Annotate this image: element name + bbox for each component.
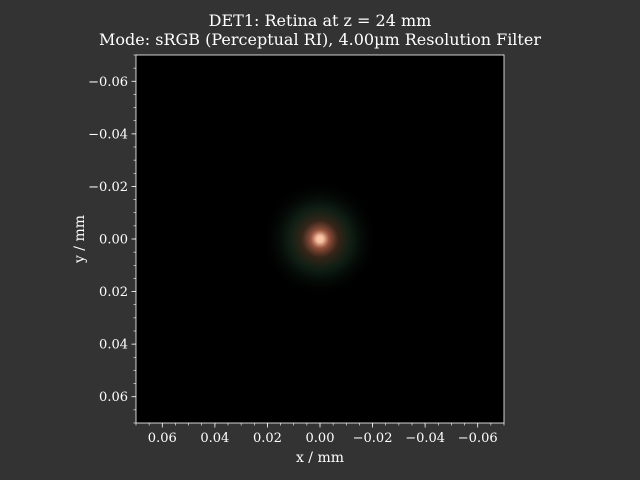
x-tick-label: 0.06 [148,431,177,446]
y-tick-label: 0.02 [99,285,128,300]
chart-title: DET1: Retina at z = 24 mm [209,11,432,30]
y-axis-tick-labels: −0.06 −0.04 −0.02 0.00 0.02 0.04 0.06 [88,75,128,405]
y-tick-label: −0.06 [88,75,128,90]
x-tick-label: 0.00 [306,431,335,446]
x-axis-label: x / mm [296,450,344,466]
x-tick-label: −0.06 [458,431,498,446]
y-axis-ticks [131,54,136,424]
y-tick-label: −0.04 [88,127,128,142]
y-tick-label: 0.00 [99,233,128,248]
x-tick-label: 0.02 [253,431,282,446]
chart-subtitle: Mode: sRGB (Perceptual RI), 4.00µm Resol… [99,30,541,49]
y-tick-label: 0.06 [99,390,128,405]
y-tick-label: −0.02 [88,180,128,195]
light-spot [262,181,378,297]
x-tick-label: −0.04 [405,431,445,446]
x-axis-tick-labels: 0.06 0.04 0.02 0.00 −0.02 −0.04 −0.06 [148,431,498,446]
y-tick-label: 0.04 [99,338,128,353]
x-axis-ticks [135,423,505,428]
y-axis-label: y / mm [72,215,88,264]
x-tick-label: −0.02 [353,431,393,446]
x-tick-label: 0.04 [200,431,229,446]
